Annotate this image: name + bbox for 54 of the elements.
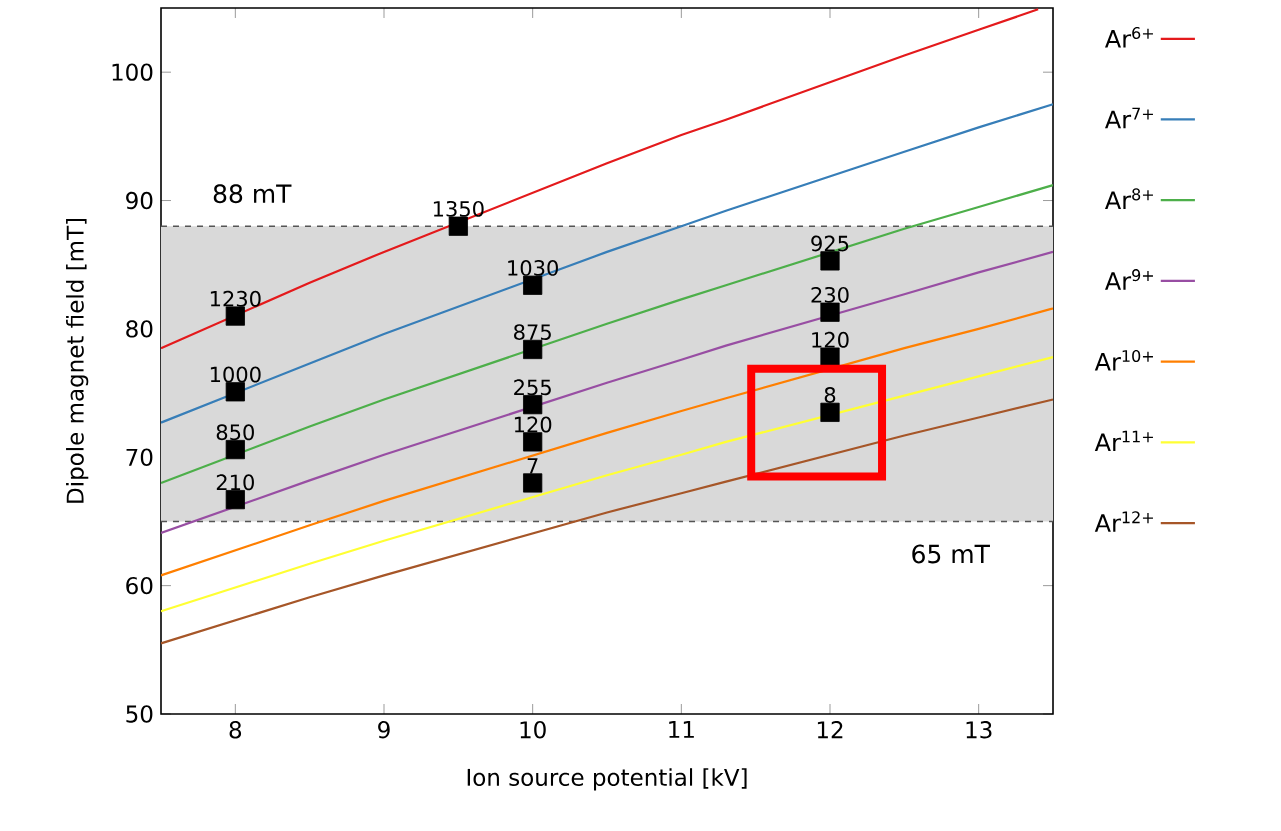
point [523,395,543,415]
point [820,302,840,322]
point [225,306,245,326]
x-tick-label: 11 [669,721,694,738]
annotation: 230 [811,286,849,303]
x-axis-title: Ion source potential [kV] [467,768,747,791]
y-axis-title: Dipole magnet field [mT] [66,218,89,503]
annotation: 210 [216,474,254,491]
point [820,347,840,367]
y-tick-label: 70 [126,448,153,466]
ref-line-label: 65 mT [912,544,990,564]
y-tick-label: 50 [126,705,153,723]
point [820,402,840,422]
point [820,251,840,271]
annotation: 120 [514,416,552,433]
annotation: 1000 [210,366,261,383]
line-series [161,8,1040,350]
annotation: 1350 [433,200,484,217]
legend-label: Ar$^{12+}$ [1094,511,1153,532]
legend-label: Ar$^{9+}$ [1104,269,1153,290]
annotation: 255 [514,379,551,396]
line-series [161,356,1054,613]
legend-label: Ar$^{6+}$ [1104,26,1153,48]
x-tick-label: 12 [817,721,843,739]
line-series [161,307,1054,577]
x-tick-label: 10 [520,721,546,739]
point [225,490,245,510]
legend-label: Ar$^{10+}$ [1094,349,1153,371]
annotation: 850 [216,424,254,441]
point [448,216,468,236]
point [523,339,543,360]
point [523,432,543,452]
point [523,275,543,295]
point [225,439,245,460]
y-tick-label: 60 [126,576,153,595]
y-tick-label: 90 [126,191,153,210]
legend-label: Ar$^{8+}$ [1104,188,1153,209]
legend-label: Ar$^{11+}$ [1094,430,1153,452]
legend-label: Ar$^{7+}$ [1104,107,1153,129]
y-tick-label: 100 [112,63,153,81]
x-tick-label: 8 [229,721,242,739]
x-tick-label: 9 [378,721,390,739]
annotation: 1030 [508,259,558,276]
annotation: 875 [514,324,551,341]
annotation: 925 [811,235,849,252]
annotation: 1230 [210,290,261,307]
annotation: 120 [812,331,849,348]
x-tick-label: 13 [966,721,992,739]
annotation: 7 [527,458,538,474]
y-tick-label: 80 [126,320,153,338]
point [523,473,543,493]
ref-line-label: 88 mT [213,184,292,204]
annotation: 8 [824,387,836,403]
point [225,382,245,402]
